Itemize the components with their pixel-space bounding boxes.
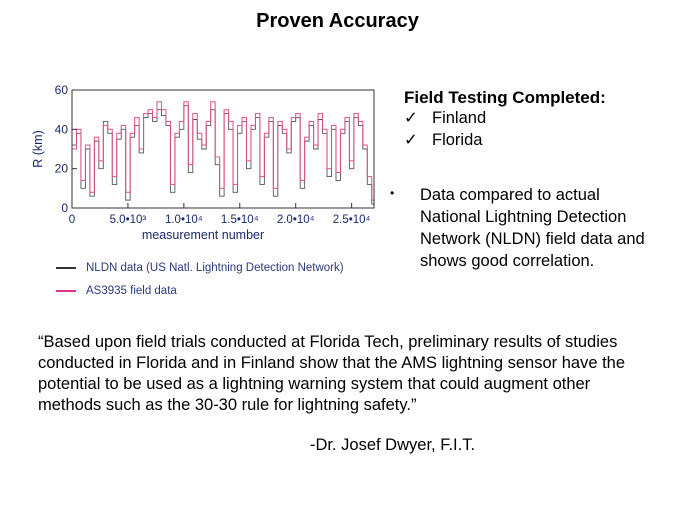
- plot-frame: [71, 89, 375, 209]
- check-icon: ✓: [404, 109, 418, 127]
- field-test-item-florida: ✓ Florida: [404, 130, 482, 150]
- legend-swatch-as3935: [56, 289, 76, 292]
- x-tick-label: 0: [69, 214, 75, 226]
- x-tick-label: 2.5•10⁴: [333, 214, 371, 226]
- y-tick-label: 40: [55, 122, 69, 136]
- comparison-text: Data compared to actual National Lightni…: [420, 186, 645, 270]
- x-axis-label: measurement number: [142, 228, 264, 242]
- series-line-as3935: [72, 101, 374, 201]
- legend-swatch-nldn: [56, 266, 76, 269]
- y-tick-label: 60: [55, 83, 69, 97]
- legend-label-nldn: NLDN data (US Natl. Lightning Detection …: [86, 262, 344, 274]
- quote-attribution: -Dr. Josef Dwyer, F.I.T.: [310, 436, 476, 454]
- field-testing-heading: Field Testing Completed:: [404, 88, 606, 107]
- field-test-label: Finland: [432, 109, 487, 127]
- x-tick-label: 1.0•10⁴: [165, 214, 203, 226]
- series-line-nldn: [72, 105, 374, 205]
- legend-item-as3935: AS3935 field data: [56, 285, 177, 297]
- range-chart-svg: 0 20 40 60 0 5.0•10³ 1.0•10⁴ 1.5•10⁴ 2.0•10⁴ 2.5•…: [31, 83, 375, 242]
- legend-item-nldn: NLDN data (US Natl. Lightning Detection …: [56, 262, 344, 274]
- bullet-icon: •: [390, 186, 395, 200]
- legend-label-as3935: AS3935 field data: [86, 285, 177, 297]
- x-tick-label: 5.0•10³: [110, 214, 147, 226]
- field-test-label: Florida: [432, 131, 483, 149]
- x-tick-label: 2.0•10⁴: [277, 214, 315, 226]
- y-axis-label: R (km): [31, 130, 45, 168]
- slide-title: Proven Accuracy: [256, 10, 419, 32]
- x-tick-label: 1.5•10⁴: [221, 214, 259, 226]
- y-tick-label: 0: [61, 201, 68, 215]
- range-chart: 0 20 40 60 0 5.0•10³ 1.0•10⁴ 1.5•10⁴ 2.0•10⁴ 2.5•…: [28, 78, 388, 254]
- field-test-item-finland: ✓ Finland: [404, 108, 486, 128]
- y-tick-label: 20: [55, 162, 69, 176]
- check-icon: ✓: [404, 131, 418, 149]
- quote-text: “Based upon field trials conducted at Fl…: [38, 333, 626, 414]
